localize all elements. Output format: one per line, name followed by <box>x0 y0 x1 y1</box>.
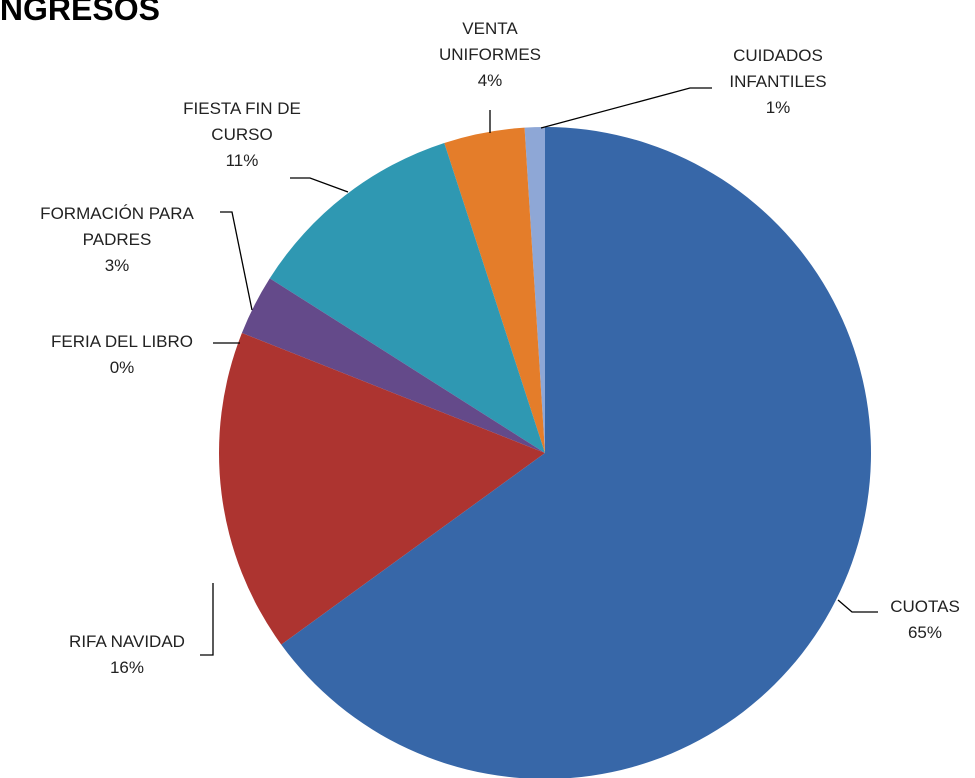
slice-label: FERIA DEL LIBRO 0% <box>51 329 193 381</box>
category-label: FORMACIÓN PARA PADRES <box>40 204 194 249</box>
category-label: CUIDADOS INFANTILES <box>729 46 827 91</box>
slice-label: CUIDADOS INFANTILES 1% <box>729 43 826 121</box>
value-label: 4% <box>477 71 503 90</box>
pie-slice <box>281 127 871 778</box>
chart-title: INGRESOS <box>0 0 160 27</box>
value-label: 65% <box>907 623 943 642</box>
value-label: 11% <box>225 151 259 170</box>
value-label: 16% <box>109 658 145 677</box>
leader-line <box>837 599 878 613</box>
pie-slice <box>524 127 545 453</box>
category-label: RIFA NAVIDAD <box>69 632 185 651</box>
pie-slice <box>241 278 545 453</box>
pie-slice <box>269 142 545 454</box>
pie-slice <box>219 332 545 645</box>
value-label: 0% <box>109 358 135 377</box>
leader-line <box>540 87 712 129</box>
value-label: 3% <box>104 256 130 275</box>
value-label: 1% <box>765 98 791 117</box>
leader-line <box>290 177 349 193</box>
slice-label: FORMACIÓN PARA PADRES 3% <box>40 201 194 279</box>
slice-label: RIFA NAVIDAD 16% <box>69 629 185 681</box>
slice-label: VENTA UNIFORMES 4% <box>439 16 541 94</box>
category-label: VENTA UNIFORMES <box>439 19 541 64</box>
category-label: CUOTAS <box>890 597 960 616</box>
slice-label: FIESTA FIN DE CURSO 11% <box>183 96 301 174</box>
category-label: FERIA DEL LIBRO <box>50 332 194 351</box>
pie-slice <box>241 332 545 453</box>
category-label: FIESTA FIN DE CURSO <box>183 99 301 144</box>
slice-label: CUOTAS 65% <box>890 594 960 646</box>
leader-line <box>200 583 214 656</box>
leader-line <box>220 211 253 311</box>
pie-slice <box>444 127 545 454</box>
